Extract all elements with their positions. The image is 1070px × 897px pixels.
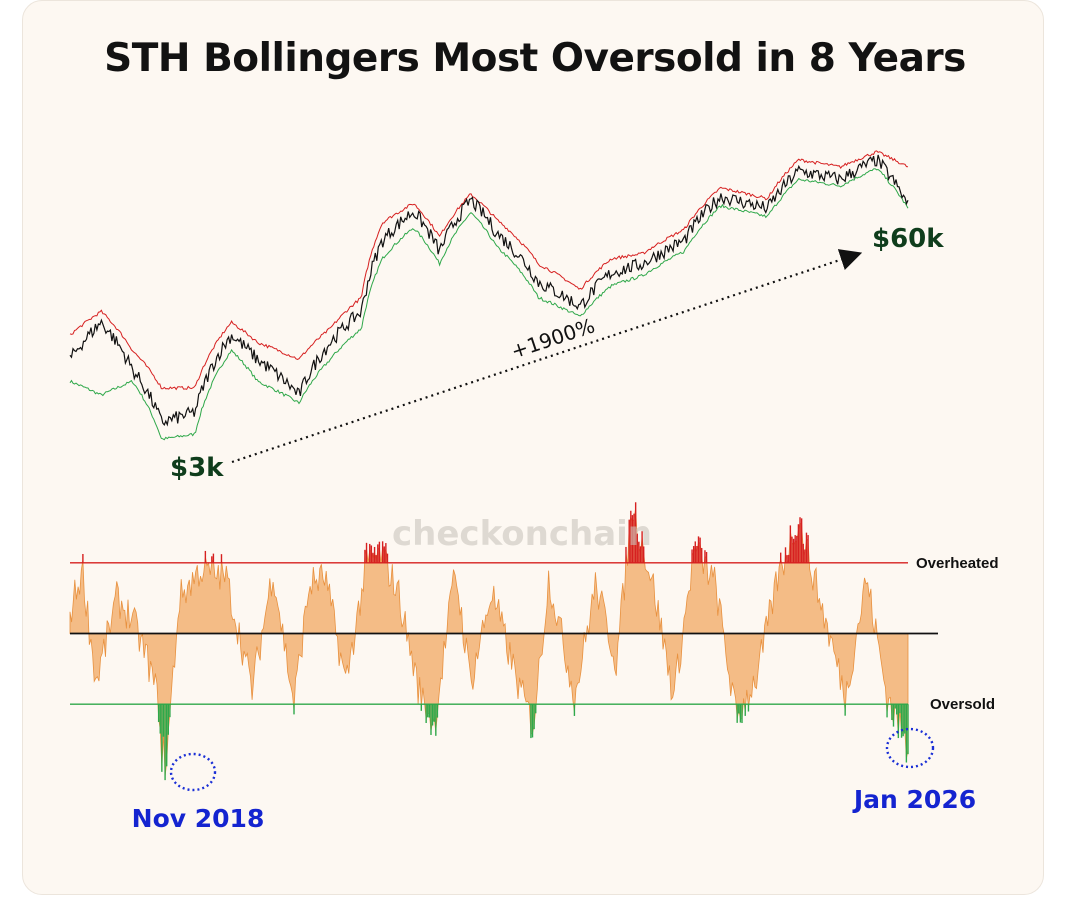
jan-2026-label: Jan 2026 <box>852 785 976 814</box>
label-60k: $60k <box>872 224 944 254</box>
lower-band-line <box>69 168 909 441</box>
watermark-text: checkonchain <box>392 514 652 554</box>
price-panel <box>69 150 909 441</box>
chart-title: STH Bollingers Most Oversold in 8 Years <box>104 36 966 81</box>
nov-2018-label: Nov 2018 <box>132 804 265 833</box>
jan-2026-circle <box>885 727 935 769</box>
upper-band-line <box>69 150 909 391</box>
oscillator-panel <box>69 502 938 781</box>
oscillator-area <box>69 508 909 777</box>
oversold-label: Oversold <box>930 696 995 713</box>
annotation-layer: OverheatedOversoldcheckonchain$3k$60k+19… <box>132 224 999 833</box>
growth-arrow <box>231 249 863 464</box>
overheated-label: Overheated <box>916 555 999 572</box>
chart-card <box>22 0 1044 895</box>
price-line <box>69 154 909 427</box>
label-3k: $3k <box>170 453 224 483</box>
nov-2018-circle <box>169 752 217 792</box>
